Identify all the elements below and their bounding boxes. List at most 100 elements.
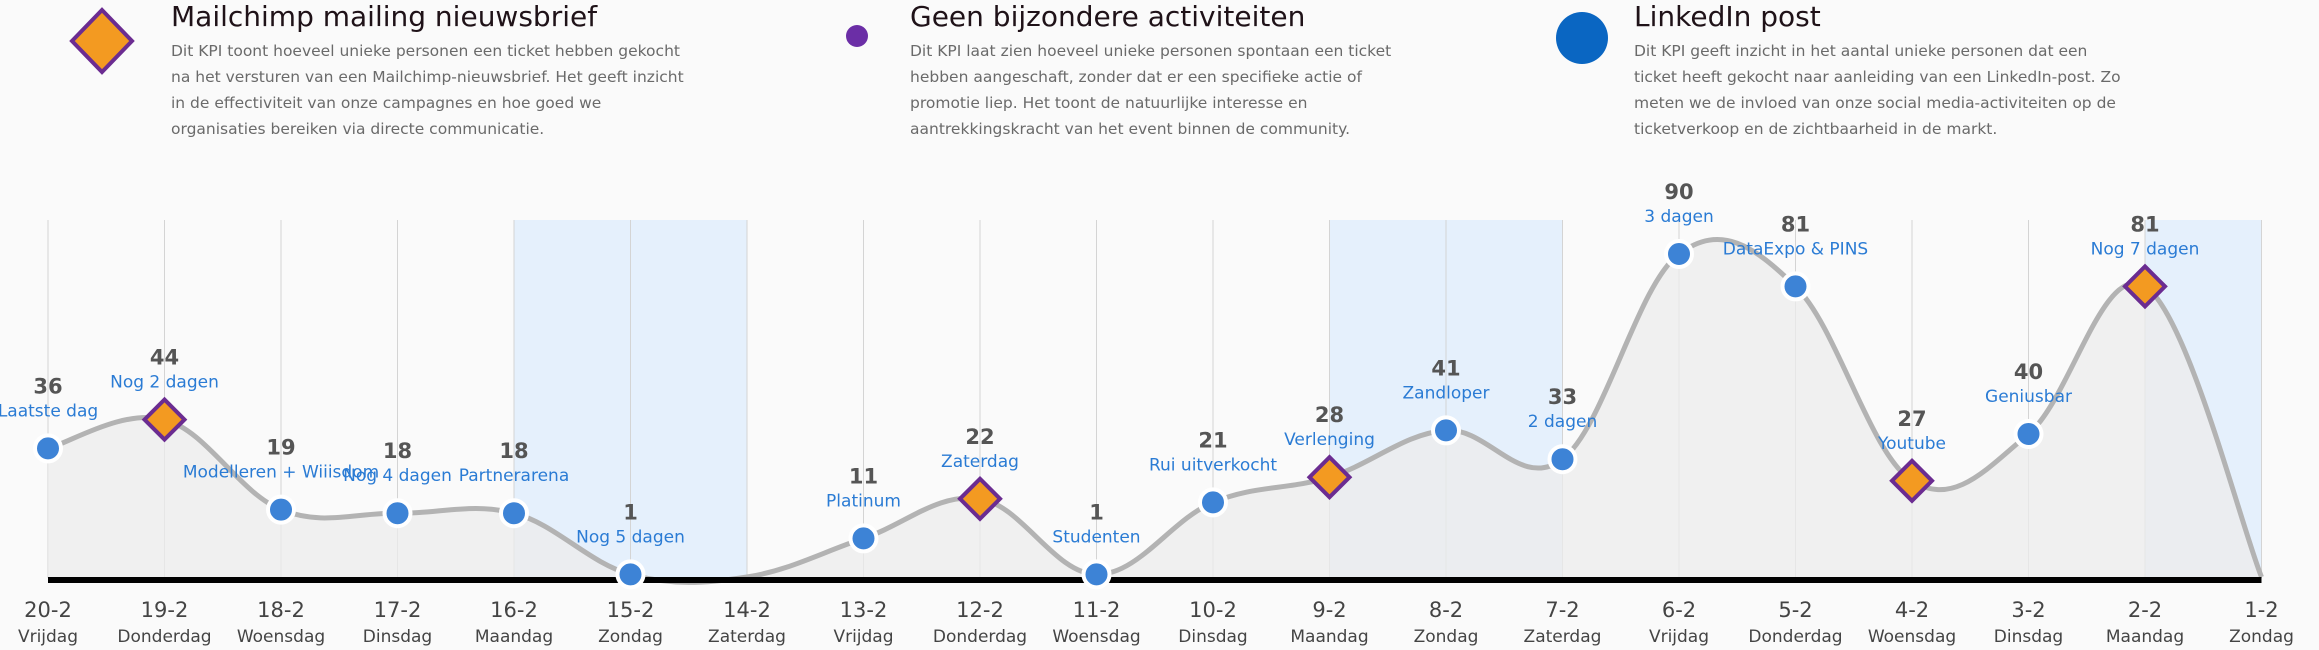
annotation-label: Platinum xyxy=(826,491,901,511)
x-tick-date: 16-2 xyxy=(490,598,538,622)
legend-title-linkedin: LinkedIn post xyxy=(1634,0,1821,33)
annotation-label: Rui uitverkocht xyxy=(1149,455,1277,475)
value-label: 19 xyxy=(266,436,295,460)
x-tick-day: Woensdag xyxy=(1052,627,1140,647)
x-tick-day: Maandag xyxy=(1290,627,1368,647)
data-point-diamond xyxy=(2122,263,2168,310)
x-tick-date: 6-2 xyxy=(1662,598,1696,622)
annotation-label: Zaterdag xyxy=(941,452,1019,472)
data-point xyxy=(1547,444,1578,475)
data-point xyxy=(33,433,63,464)
data-point xyxy=(615,559,646,590)
data-point xyxy=(266,494,296,525)
x-tick-date: 4-2 xyxy=(1895,598,1929,622)
x-tick-date: 11-2 xyxy=(1073,598,1121,622)
x-tick-day: Zaterdag xyxy=(1524,627,1602,647)
annotation-label: Modelleren + Wiiisdom xyxy=(183,463,379,483)
x-tick-date: 8-2 xyxy=(1429,598,1463,622)
x-tick-day: Vrijdag xyxy=(1649,627,1709,647)
x-tick-date: 20-2 xyxy=(24,598,72,622)
series-line xyxy=(47,237,2264,585)
data-point xyxy=(2013,419,2044,449)
x-tick-day: Dinsdag xyxy=(1178,627,1247,647)
annotation-label: Nog 7 dagen xyxy=(2091,239,2200,259)
value-label: 40 xyxy=(2014,360,2043,384)
value-label: 90 xyxy=(1664,180,1693,204)
annotation-label: Verlenging xyxy=(1284,430,1375,450)
x-tick-date: 2-2 xyxy=(2128,598,2162,622)
annotation-label: Nog 4 dagen xyxy=(343,466,452,486)
x-tick-date: 15-2 xyxy=(607,598,655,622)
data-point xyxy=(499,498,529,529)
value-label: 18 xyxy=(383,439,412,463)
value-label: 1 xyxy=(623,500,638,524)
value-label: 44 xyxy=(150,346,179,370)
x-tick-day: Zondag xyxy=(2229,627,2294,647)
data-point-diamond xyxy=(1889,457,1935,504)
data-point xyxy=(1198,487,1228,518)
annotation-label: Zandloper xyxy=(1403,383,1490,403)
series-area xyxy=(48,239,2262,583)
x-tick-day: Maandag xyxy=(475,627,553,647)
x-tick-date: 13-2 xyxy=(840,598,888,622)
small-dot-icon xyxy=(846,25,868,47)
x-tick-date: 7-2 xyxy=(1545,598,1579,622)
annotation-label: Geniusbar xyxy=(1985,387,2072,407)
value-label: 18 xyxy=(499,439,528,463)
legend-desc-linkedin: Dit KPI geeft inzicht in het aantal unie… xyxy=(1634,42,2121,138)
x-tick-day: Dinsdag xyxy=(363,627,432,647)
annotation-label: 3 dagen xyxy=(1644,207,1713,227)
x-tick-date: 3-2 xyxy=(2011,598,2045,622)
x-tick-day: Vrijdag xyxy=(18,627,78,647)
x-tick-date: 18-2 xyxy=(257,598,305,622)
value-label: 22 xyxy=(965,425,994,449)
value-label: 81 xyxy=(2130,212,2159,236)
x-tick-day: Donderdag xyxy=(933,627,1027,647)
data-point-diamond xyxy=(1306,454,1353,501)
linkedin-dot-icon xyxy=(1556,12,1608,64)
x-tick-day: Donderdag xyxy=(117,627,211,647)
value-label: 36 xyxy=(33,374,62,398)
data-point xyxy=(382,498,413,529)
value-label: 28 xyxy=(1315,403,1344,427)
value-label: 21 xyxy=(1198,428,1227,452)
legend-title-geen-activiteit: Geen bijzondere activiteiten xyxy=(910,0,1306,33)
x-tick-day: Dinsdag xyxy=(1994,627,2063,647)
x-tick-day: Vrijdag xyxy=(833,627,893,647)
x-tick-date: 12-2 xyxy=(956,598,1004,622)
value-label: 27 xyxy=(1897,407,1926,431)
annotation-label: DataExpo & PINS xyxy=(1723,239,1868,259)
value-label: 11 xyxy=(849,464,878,488)
data-point-diamond xyxy=(957,475,1003,522)
data-point xyxy=(1780,271,1811,302)
legend-title-mailchimp: Mailchimp mailing nieuwsbrief xyxy=(171,0,598,33)
annotation-label: Partnerarena xyxy=(459,466,569,486)
annotation-label: Laatste dag xyxy=(0,401,98,421)
x-tick-day: Woensdag xyxy=(1868,627,1956,647)
value-label: 33 xyxy=(1548,385,1577,409)
x-tick-date: 19-2 xyxy=(141,598,189,622)
value-label: 1 xyxy=(1089,500,1104,524)
x-tick-date: 1-2 xyxy=(2244,598,2278,622)
x-tick-day: Zondag xyxy=(1414,627,1479,647)
data-point-diamond xyxy=(141,396,188,443)
value-label: 81 xyxy=(1781,212,1810,236)
legend-desc-geen-activiteit: Dit KPI laat zien hoeveel unieke persone… xyxy=(910,42,1392,138)
data-point xyxy=(848,523,879,554)
x-tick-day: Donderdag xyxy=(1748,627,1842,647)
x-tick-date: 10-2 xyxy=(1189,598,1237,622)
x-tick-date: 5-2 xyxy=(1778,598,1812,622)
data-point xyxy=(1081,559,1112,590)
x-tick-day: Woensdag xyxy=(237,627,325,647)
annotation-label: 2 dagen xyxy=(1528,412,1597,432)
annotation-label: Nog 5 dagen xyxy=(576,527,685,547)
x-tick-date: 17-2 xyxy=(374,598,422,622)
annotation-label: Studenten xyxy=(1052,527,1140,547)
x-tick-date: 9-2 xyxy=(1312,598,1346,622)
annotation-label: Nog 2 dagen xyxy=(110,373,219,393)
x-tick-date: 14-2 xyxy=(723,598,771,622)
annotation-label: Youtube xyxy=(1877,434,1946,454)
diamond-icon xyxy=(69,7,135,75)
x-tick-day: Zaterdag xyxy=(708,627,786,647)
